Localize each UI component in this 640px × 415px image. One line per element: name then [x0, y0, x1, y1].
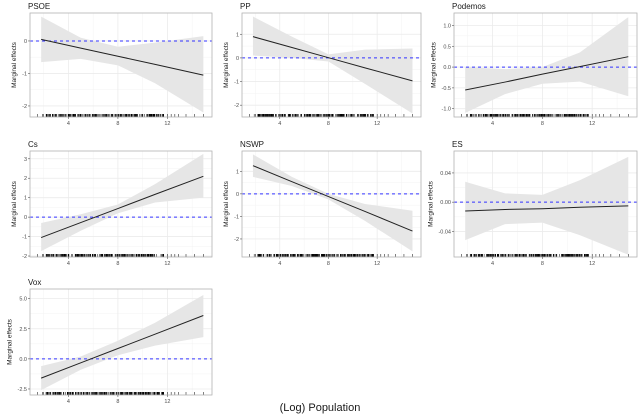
y-tick-label: -2	[234, 237, 239, 243]
panel-cs: 4 8 12 3 2 1 0 -1 -2 Cs Marginal effects	[11, 140, 213, 267]
panel-nswp: 4 8 12 1 0 -1 -2 NSWP Marginal effects	[223, 140, 422, 267]
y-tick-label: -2.5	[18, 387, 27, 393]
x-tick-label: 12	[589, 261, 595, 267]
x-tick-label: 8	[116, 261, 119, 267]
panel-es: 4 8 12 0.04 0.00 -0.04 ES Marginal effects	[427, 140, 638, 267]
y-tick-label: 3	[24, 157, 27, 163]
confidence-ribbon	[252, 16, 413, 114]
y-tick-label: 0	[24, 39, 27, 45]
confidence-ribbon	[252, 154, 413, 252]
marginal-effect-line	[252, 165, 413, 232]
x-tick-label: 4	[67, 399, 70, 405]
y-tick-label: 1	[236, 169, 239, 175]
x-tick-label: 4	[67, 121, 70, 127]
x-tick-label: 4	[67, 261, 70, 267]
y-tick-label: -0.5	[442, 86, 451, 92]
panel-title: PSOE	[28, 2, 50, 11]
panel-title: Cs	[28, 140, 38, 149]
y-axis-title: Marginal effects	[11, 41, 18, 88]
y-tick-label: 0	[24, 215, 27, 221]
x-tick-label: 8	[327, 261, 330, 267]
y-tick-label: 0.0	[19, 357, 27, 363]
y-tick-label: -1.0	[442, 107, 451, 113]
y-tick-label: 2	[24, 176, 27, 182]
x-tick-label: 12	[374, 261, 380, 267]
y-axis-title: Marginal effects	[223, 41, 230, 88]
confidence-ribbon	[41, 16, 204, 113]
marginal-effect-line	[252, 36, 413, 82]
y-tick-label: -1	[22, 71, 27, 77]
panel-psoe: 4 8 12 0 -1 -2 PSOE Marginal effects	[11, 2, 213, 127]
marginal-effect-line	[40, 175, 204, 239]
y-tick-label: 0	[236, 56, 239, 62]
panel-border	[241, 12, 422, 118]
y-axis-title: Marginal effects	[223, 180, 230, 227]
y-tick-label: 1	[236, 32, 239, 38]
y-tick-label: 1.0	[443, 23, 451, 29]
x-tick-label: 12	[589, 121, 595, 127]
y-axis-title: Marginal effects	[427, 180, 434, 227]
y-tick-label: 0.04	[440, 171, 451, 177]
x-axis-title: (Log) Population	[280, 402, 361, 414]
marginal-effect-line	[465, 56, 629, 91]
panel-border	[453, 12, 638, 118]
y-tick-label: 1	[24, 196, 27, 202]
x-tick-label: 8	[116, 121, 119, 127]
x-tick-label: 4	[491, 121, 494, 127]
confidence-ribbon	[465, 156, 629, 255]
confidence-ribbon	[41, 153, 204, 252]
x-tick-label: 4	[278, 261, 281, 267]
x-tick-label: 4	[278, 121, 281, 127]
panel-border	[29, 12, 213, 118]
panel-vox: 4 8 12 5.0 2.5 0.0 -2.5 Vox Marginal effects	[7, 278, 213, 405]
panel-border	[453, 150, 638, 258]
marginal-effect-line	[41, 38, 204, 76]
panel-border	[29, 288, 213, 396]
panel-border	[29, 150, 213, 258]
y-tick-label: 0.00	[440, 200, 451, 206]
x-tick-label: 4	[491, 261, 494, 267]
y-tick-label: 5.0	[19, 297, 27, 303]
marginal-effect-line	[40, 315, 204, 379]
panel-pp: 4 8 12 1 0 -1 -2 PP Marginal effects	[223, 2, 422, 127]
x-tick-label: 8	[541, 121, 544, 127]
panel-title: Vox	[28, 278, 41, 287]
x-tick-label: 12	[164, 261, 170, 267]
confidence-ribbon	[465, 17, 629, 113]
y-tick-label: 0.0	[443, 65, 451, 71]
y-tick-label: 2.5	[19, 327, 27, 333]
x-tick-label: 12	[164, 121, 170, 127]
y-axis-title: Marginal effects	[431, 41, 438, 88]
y-tick-label: -1	[22, 235, 27, 241]
panel-title: ES	[452, 140, 463, 149]
panel-title: PP	[240, 2, 251, 11]
panel-border	[241, 150, 422, 258]
x-tick-label: 12	[374, 121, 380, 127]
y-tick-label: -0.04	[438, 229, 451, 235]
y-tick-label: -2	[22, 104, 27, 110]
y-tick-label: 0.5	[443, 44, 451, 50]
y-tick-label: 0	[236, 192, 239, 198]
marginal-effect-line	[465, 205, 629, 212]
panel-title: Podemos	[452, 2, 486, 11]
x-tick-label: 12	[164, 399, 170, 405]
y-tick-label: -1	[234, 80, 239, 86]
y-axis-title: Marginal effects	[7, 318, 14, 365]
panel-title: NSWP	[240, 140, 264, 149]
x-tick-label: 8	[116, 399, 119, 405]
y-tick-label: -2	[22, 254, 27, 260]
x-tick-label: 8	[541, 261, 544, 267]
x-tick-label: 8	[327, 121, 330, 127]
y-tick-label: -1	[234, 214, 239, 220]
y-axis-title: Marginal effects	[11, 180, 18, 227]
y-tick-label: -2	[234, 103, 239, 109]
panel-podemos: 4 8 12 1.0 0.5 0.0 -0.5 -1.0 Podemos Marginal eff…	[431, 2, 638, 127]
confidence-ribbon	[41, 295, 204, 391]
